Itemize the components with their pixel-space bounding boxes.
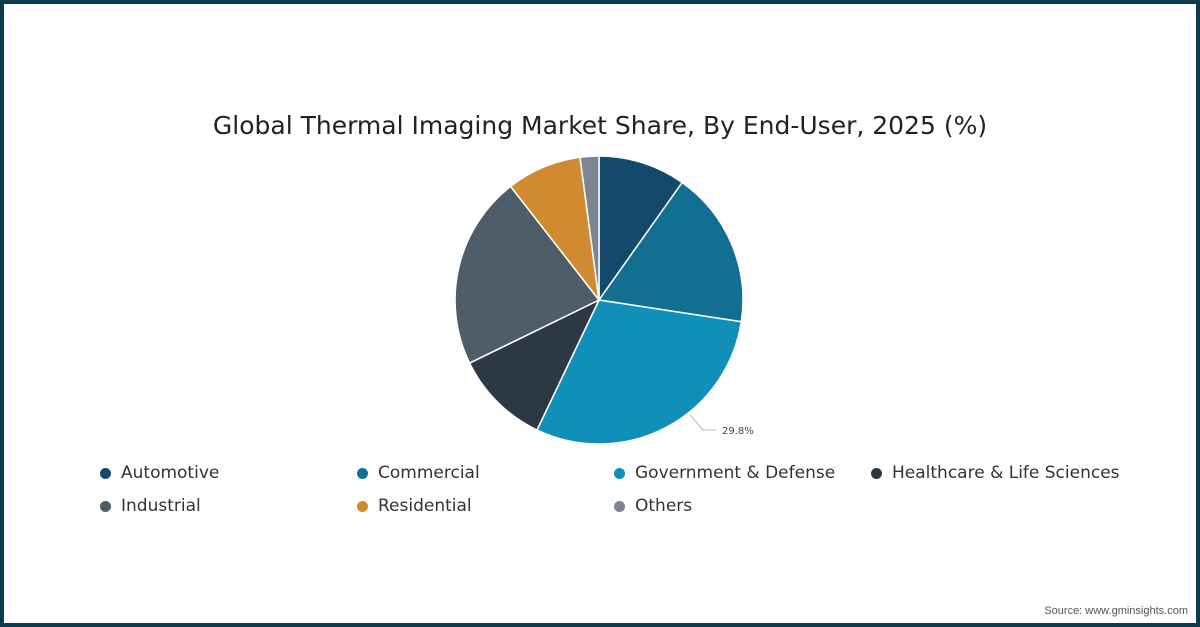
source-credit: Source: www.gminsights.com xyxy=(1044,605,1188,617)
slice-others[interactable] xyxy=(579,155,600,301)
legend-marker-icon xyxy=(100,500,111,512)
slice-healthcare-life-sciences[interactable] xyxy=(468,299,600,431)
legend-label: Residential xyxy=(378,496,472,516)
legend-item-industrial[interactable]: Industrial xyxy=(100,496,201,516)
slice-automotive[interactable] xyxy=(598,155,683,301)
legend-item-healthcare-life-sciences[interactable]: Healthcare & Life Sciences xyxy=(871,463,1120,483)
legend-label: Government & Defense xyxy=(635,463,836,483)
slice-government-defense[interactable] xyxy=(536,299,743,445)
legend-item-automotive[interactable]: Automotive xyxy=(100,463,219,483)
legend-label: Healthcare & Life Sciences xyxy=(892,463,1120,483)
legend-marker-icon xyxy=(357,467,368,479)
legend-item-residential[interactable]: Residential xyxy=(357,496,472,516)
legend-item-commercial[interactable]: Commercial xyxy=(357,463,480,483)
legend: Automotive Commercial Government & Defen… xyxy=(4,4,1196,623)
legend-marker-icon xyxy=(614,467,625,479)
legend-marker-icon xyxy=(100,467,111,479)
label-connector xyxy=(689,414,716,431)
slice-label-government: 29.8% xyxy=(722,426,754,437)
chart-title: Global Thermal Imaging Market Share, By … xyxy=(212,111,988,140)
pie-chart: 29.8% xyxy=(454,155,754,445)
legend-marker-icon xyxy=(614,500,625,512)
legend-marker-icon xyxy=(871,467,882,479)
legend-item-others[interactable]: Others xyxy=(614,496,692,516)
legend-item-government-defense[interactable]: Government & Defense xyxy=(614,463,835,483)
legend-label: Commercial xyxy=(378,463,480,483)
slice-industrial[interactable] xyxy=(454,185,600,364)
legend-label: Industrial xyxy=(121,496,201,516)
legend-label: Others xyxy=(635,496,693,516)
legend-marker-icon xyxy=(357,500,368,512)
slice-commercial[interactable] xyxy=(598,181,744,323)
legend-label: Automotive xyxy=(121,463,220,483)
